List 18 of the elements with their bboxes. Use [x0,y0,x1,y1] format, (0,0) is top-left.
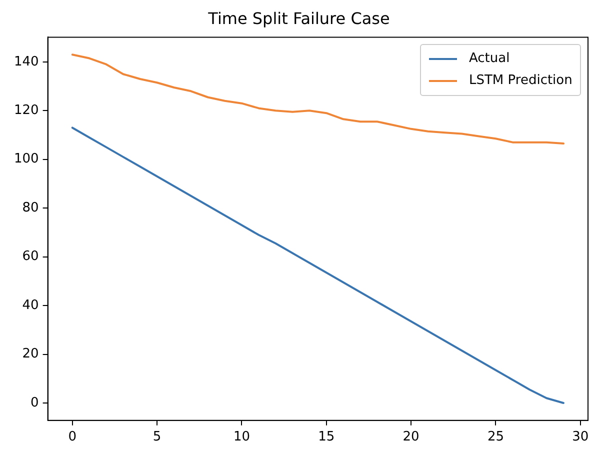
y-tick-label: 40 [22,298,39,313]
x-tick-label: 10 [233,430,250,445]
y-tick-label: 80 [22,200,39,216]
y-tick-label: 120 [14,103,39,118]
x-tick-label: 5 [152,430,162,445]
y-tick-label: 0 [30,395,39,410]
x-tick-label: 25 [487,430,504,445]
y-tick-label: 100 [14,152,39,167]
x-tick-label: 20 [402,430,420,445]
y-tick-label: 60 [22,249,39,264]
legend-label: LSTM Prediction [469,72,572,90]
x-tick-label: 0 [68,430,77,445]
y-tick-label: 20 [22,346,39,362]
legend-label: Actual [469,50,510,68]
x-tick-label: 15 [318,430,335,445]
x-tick-label: 30 [572,430,589,445]
y-tick-label: 140 [14,54,39,70]
chart-title: Time Split Failure Case [207,8,390,28]
